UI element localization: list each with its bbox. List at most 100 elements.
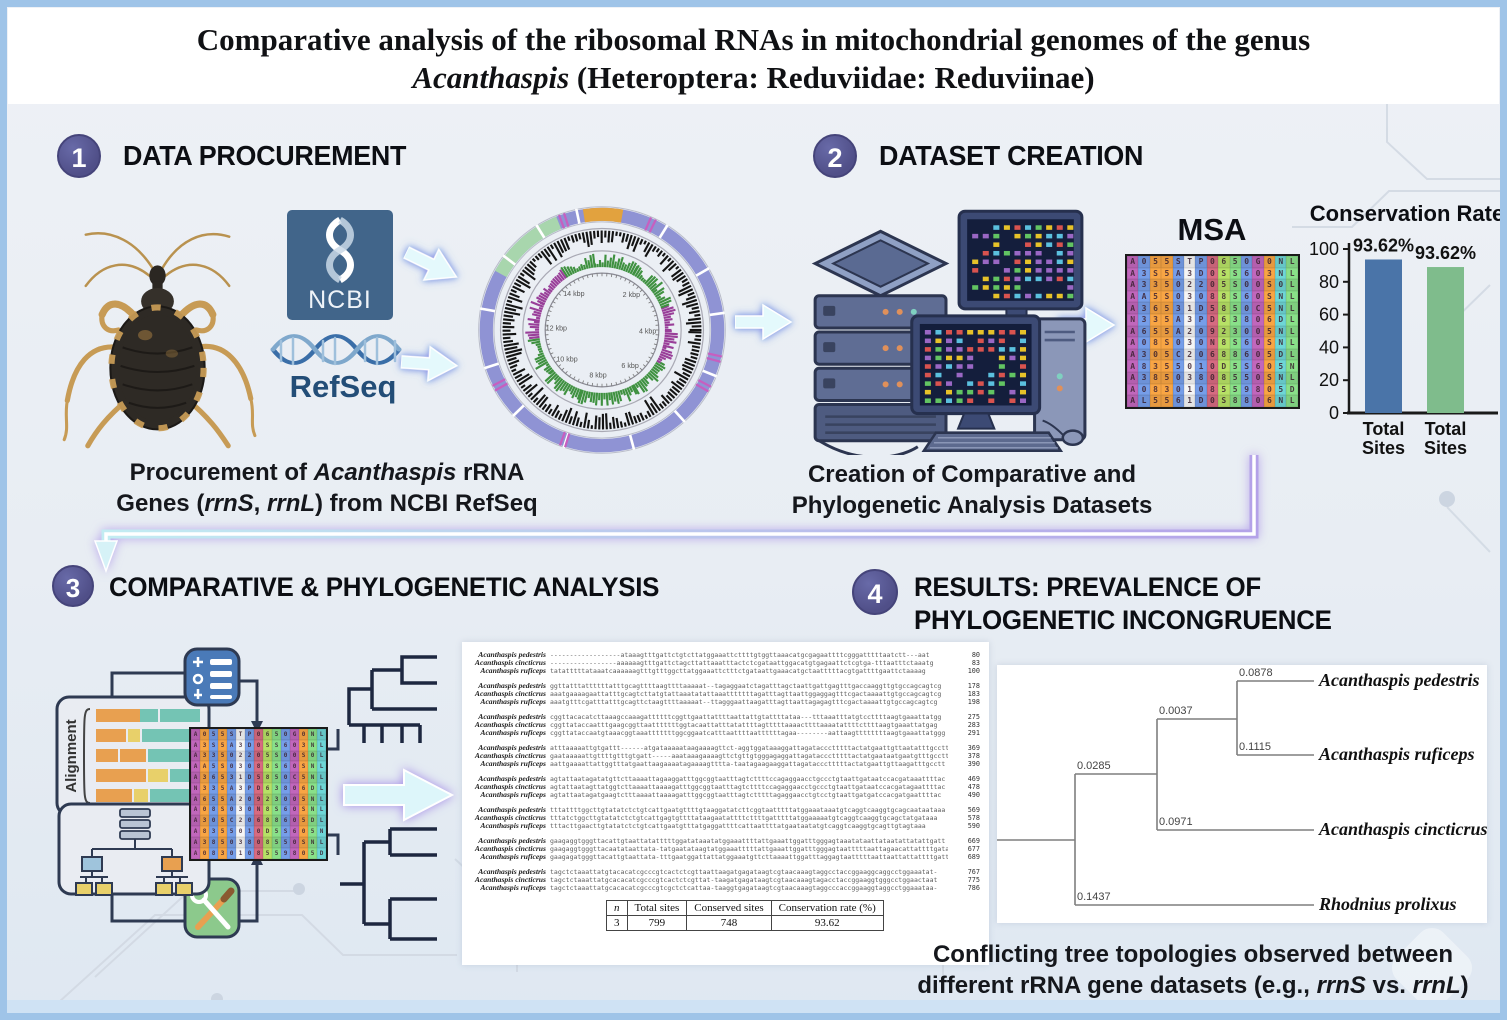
msa-cell: S [209, 739, 218, 751]
msa-cell: 8 [290, 847, 299, 859]
msa-cell: 3 [200, 750, 209, 762]
species-name: Acanthaspis cincticrus [474, 688, 546, 698]
msa-cell: A [1172, 325, 1184, 338]
species-name: Acanthaspis cincticrus [474, 657, 546, 667]
position-number: 283 [967, 721, 980, 730]
keyboard-icon [921, 431, 1064, 453]
msa-cell: 0 [245, 804, 254, 816]
msa-cell: 8 [1240, 395, 1253, 407]
msa-cell: A [191, 761, 200, 773]
msa-cell: N [308, 772, 317, 783]
sequence-text: ggttatttattttttatttgcagttttaagttttaaaaat… [550, 683, 942, 691]
sequence-text: tagctctaaattatgcacacatcgcccgtcactctcgtta… [550, 877, 938, 885]
msa-cell: 6 [281, 815, 290, 827]
msa-cell: G [1252, 256, 1264, 268]
alignment-block: Acanthaspis pedestris cggttacacatcttaaagc… [468, 713, 989, 737]
conservation-stats-table: n Total sites Conserved sites Conservation … [606, 900, 884, 931]
msa-cell: 6 [281, 739, 290, 751]
msa-cell: 6 [299, 782, 308, 794]
msa-cell: 3 [218, 847, 227, 859]
msa-cell: 6 [1206, 348, 1219, 361]
msa-title: MSA [1177, 212, 1247, 247]
msa-cell: 6 [1240, 348, 1253, 361]
msa-cell: 0 [1195, 290, 1207, 303]
alignment-row: Acanthaspis ruficeps agtattaatagatgaagtct… [468, 791, 989, 799]
position-number: 291 [967, 728, 980, 737]
msa-cell: L [317, 782, 326, 794]
msa-cell: 5 [272, 772, 281, 783]
msa-cell: 0 [299, 729, 308, 740]
msa-cell: D [1195, 395, 1207, 407]
msa-cell: 5 [1161, 279, 1173, 291]
msa-cell: L [1286, 313, 1298, 326]
sequence-text: ------------------ataaagtttgattctgtcttat… [550, 652, 930, 659]
sequence-text: gaataaaaattgttttgtttgtgatt-----aaataaaga… [550, 753, 948, 761]
msa-cell: N [1206, 337, 1219, 349]
msa-cell: 5 [1275, 383, 1287, 396]
msa-cell: S [1161, 290, 1173, 303]
msa-cell: 5 [1240, 371, 1253, 384]
sequence-alignment-panel: Acanthaspis pedestris ------------------a… [462, 642, 989, 965]
msa-cell: 0 [1172, 371, 1184, 384]
msa-cell: 3 [1149, 360, 1162, 372]
msa-cell: 6 [1263, 395, 1276, 407]
msa-cell: 2 [236, 793, 245, 805]
msa-cell: 5 [1229, 256, 1241, 268]
alignment-row: Acanthaspis cincticrus tagctctaaattatgcac… [468, 876, 989, 884]
bar-category-label: Total [1363, 419, 1405, 439]
sequence-text: aaatgaaaagaattatttgcagtcttatgtattaaatata… [550, 690, 942, 698]
msa-cell: T [236, 729, 245, 740]
msa-cell: A [227, 782, 236, 794]
msa-cell: 5 [308, 826, 317, 837]
kbp-tick-label: 6 kbp [621, 362, 638, 370]
msa-cell: 2 [236, 815, 245, 827]
position-number: 669 [967, 837, 980, 846]
msa-cell: 0 [1183, 360, 1196, 372]
msa-cell: 0 [308, 750, 317, 762]
alignment-row: Acanthaspis cincticrus cggttataccaatttgaa… [468, 721, 989, 729]
msa-cell: 5 [263, 847, 272, 859]
msa-cell: S [272, 739, 281, 751]
msa-cell: 0 [200, 729, 209, 740]
msa-cell: 2 [1218, 325, 1230, 338]
msa-cell: 0 [1252, 290, 1264, 303]
msa-cell: 0 [1240, 256, 1253, 268]
refseq-dna-helix-icon [270, 334, 402, 366]
msa-cell: N [308, 729, 317, 740]
msa-cell: 5 [308, 847, 317, 859]
msa-cell: 2 [1195, 279, 1207, 291]
msa-cell: S [1263, 279, 1276, 291]
table-header: Total sites [626, 900, 688, 916]
msa-cell: 1 [236, 847, 245, 859]
msa-cell: 0 [1195, 337, 1207, 349]
alignment-block: Acanthaspis pedestris agtattaatagatatgttc… [468, 775, 989, 799]
msa-cell: 3 [1149, 279, 1162, 291]
msa-cell: 6 [1149, 302, 1162, 314]
msa-cell: 5 [272, 847, 281, 859]
position-number: 689 [967, 853, 980, 862]
alignment-row: Acanthaspis ruficeps aattgaaaattattggttta… [468, 760, 989, 768]
figure-title-line2: Acanthaspis (Heteroptera: Reduviidae: Re… [412, 60, 1095, 95]
msa-cell: 6 [1240, 267, 1253, 280]
msa-cell: C [227, 815, 236, 827]
msa-cell: 5 [272, 729, 281, 740]
msa-cell: 0 [227, 836, 236, 848]
msa-cell: L [1286, 256, 1298, 268]
position-number: 378 [967, 752, 980, 761]
msa-cell: A [191, 750, 200, 762]
msa-cell: S [1229, 290, 1241, 303]
alignment-row: Acanthaspis pedestris cggttacacatcttaaagc… [468, 713, 989, 721]
msa-cell: 5 [218, 750, 227, 762]
msa-cell: 3 [1229, 313, 1241, 326]
msa-cell: 8 [1195, 371, 1207, 384]
species-name: Acanthaspis pedestris [478, 774, 546, 784]
msa-cell: S [299, 750, 308, 762]
position-number: 677 [967, 845, 980, 854]
monitor-icon [910, 314, 1042, 430]
msa-cell: D [1275, 348, 1287, 361]
msa-cell: 0 [1263, 360, 1276, 372]
taxon-label: Acanthaspis cincticrus [1318, 819, 1487, 839]
msa-cell: S [1218, 267, 1230, 280]
msa-cell: A [1127, 383, 1139, 396]
msa-cell: 3 [1183, 337, 1196, 349]
